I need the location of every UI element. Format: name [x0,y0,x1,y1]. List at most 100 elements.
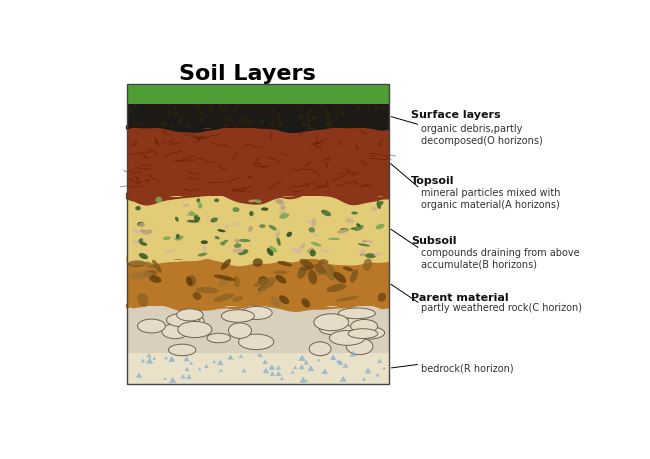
Text: compounds draining from above
accumulate(B horizons): compounds draining from above accumulate… [421,248,580,269]
Polygon shape [262,359,268,364]
Ellipse shape [376,224,385,230]
Ellipse shape [258,277,268,286]
Polygon shape [291,370,294,374]
Ellipse shape [162,324,188,339]
Ellipse shape [308,270,317,285]
Ellipse shape [221,259,231,270]
Ellipse shape [192,292,202,301]
Ellipse shape [280,202,285,210]
Polygon shape [198,367,202,371]
Ellipse shape [129,272,153,280]
Polygon shape [330,355,336,360]
Ellipse shape [234,244,241,248]
Ellipse shape [376,202,381,209]
Ellipse shape [374,252,382,257]
Polygon shape [168,356,176,362]
Polygon shape [317,358,320,362]
Ellipse shape [239,239,251,243]
Polygon shape [180,374,186,379]
Ellipse shape [196,199,200,203]
Ellipse shape [175,217,179,222]
Polygon shape [336,359,341,363]
Ellipse shape [356,224,361,228]
Ellipse shape [280,212,287,216]
Ellipse shape [278,262,292,267]
Bar [127,196,389,260]
Polygon shape [258,353,263,358]
Ellipse shape [311,242,322,247]
Ellipse shape [137,293,149,307]
Ellipse shape [377,202,384,207]
Ellipse shape [365,254,376,258]
Polygon shape [268,364,275,370]
Text: Topsoil: Topsoil [411,175,455,185]
Ellipse shape [234,276,240,288]
Ellipse shape [276,275,287,284]
Ellipse shape [309,250,316,257]
Ellipse shape [198,203,202,209]
Ellipse shape [326,284,346,292]
Ellipse shape [217,230,226,233]
Ellipse shape [207,334,231,343]
Ellipse shape [343,267,354,272]
Ellipse shape [138,319,165,333]
Ellipse shape [333,272,346,284]
Ellipse shape [140,230,147,233]
Ellipse shape [354,225,364,231]
Ellipse shape [279,296,289,304]
Text: organic debris,partly
decomposed(O horizons): organic debris,partly decomposed(O horiz… [421,124,543,146]
Ellipse shape [273,271,288,274]
Ellipse shape [255,200,261,204]
Ellipse shape [152,260,162,273]
Ellipse shape [249,212,254,217]
Ellipse shape [321,210,331,217]
Ellipse shape [220,242,225,246]
Polygon shape [164,356,168,359]
Ellipse shape [239,334,274,350]
Ellipse shape [350,270,358,283]
Ellipse shape [194,215,198,218]
Polygon shape [217,360,224,365]
Ellipse shape [346,338,373,355]
Ellipse shape [275,199,283,205]
Text: Subsoil: Subsoil [411,235,457,245]
Ellipse shape [315,263,328,276]
Ellipse shape [166,313,200,327]
Polygon shape [242,369,247,373]
Ellipse shape [139,253,148,260]
Ellipse shape [187,220,200,223]
Polygon shape [169,377,176,383]
Polygon shape [350,351,356,357]
Ellipse shape [143,270,157,277]
Ellipse shape [248,226,253,232]
Ellipse shape [211,218,218,223]
Ellipse shape [238,250,248,256]
Polygon shape [189,361,193,365]
Ellipse shape [337,229,349,234]
Ellipse shape [338,308,375,319]
Ellipse shape [189,213,195,217]
Polygon shape [127,252,389,266]
Ellipse shape [165,250,176,253]
Ellipse shape [307,220,313,224]
Ellipse shape [378,293,386,302]
Ellipse shape [177,238,182,241]
Polygon shape [212,360,216,363]
Ellipse shape [360,250,367,254]
Bar [127,105,389,129]
Bar [127,353,389,384]
Polygon shape [229,356,232,358]
Ellipse shape [144,262,154,269]
Polygon shape [276,371,281,376]
Ellipse shape [137,222,144,227]
Polygon shape [298,355,306,361]
Ellipse shape [198,253,207,257]
Ellipse shape [261,278,276,289]
Polygon shape [183,356,190,362]
Ellipse shape [314,264,326,275]
Ellipse shape [276,231,280,240]
Ellipse shape [340,229,349,232]
Polygon shape [362,377,366,381]
Ellipse shape [300,267,313,271]
Ellipse shape [371,207,378,211]
